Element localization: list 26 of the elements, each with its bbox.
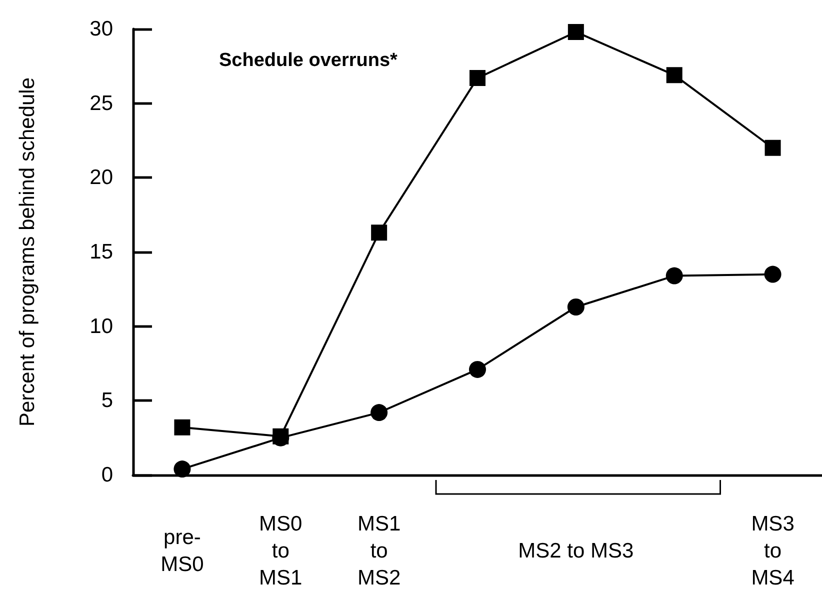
point [469,360,486,378]
point [764,140,781,156]
point [470,70,486,86]
point [370,404,388,422]
y-tick-label: 0 [101,464,113,486]
y-tick-label: 10 [90,314,113,338]
point [174,460,191,478]
point [567,298,584,316]
point [568,24,584,40]
text: Schedule overruns* [219,50,398,71]
y-tick-label: 5 [101,389,113,412]
y-tick-label: 15 [90,240,113,264]
x-tick-label: MS0 to MS1 [259,512,302,590]
y-tick-label: 20 [90,166,113,190]
point [666,67,682,84]
y-tick-label: 25 [90,92,113,115]
x-tick-label: MS1 to MS2 [357,512,401,590]
x-tick-label: MS2 to MS3 [518,540,634,562]
point [174,419,190,436]
point [666,267,683,284]
x-tick-label: pre- MS0 [160,526,204,576]
x-tick-label: MS3 to MS4 [751,512,795,590]
point [371,224,388,241]
y-tick-label: 30 [90,18,113,40]
y-axis-title: Percent of programs behind schedule [16,77,39,427]
point [764,266,782,283]
